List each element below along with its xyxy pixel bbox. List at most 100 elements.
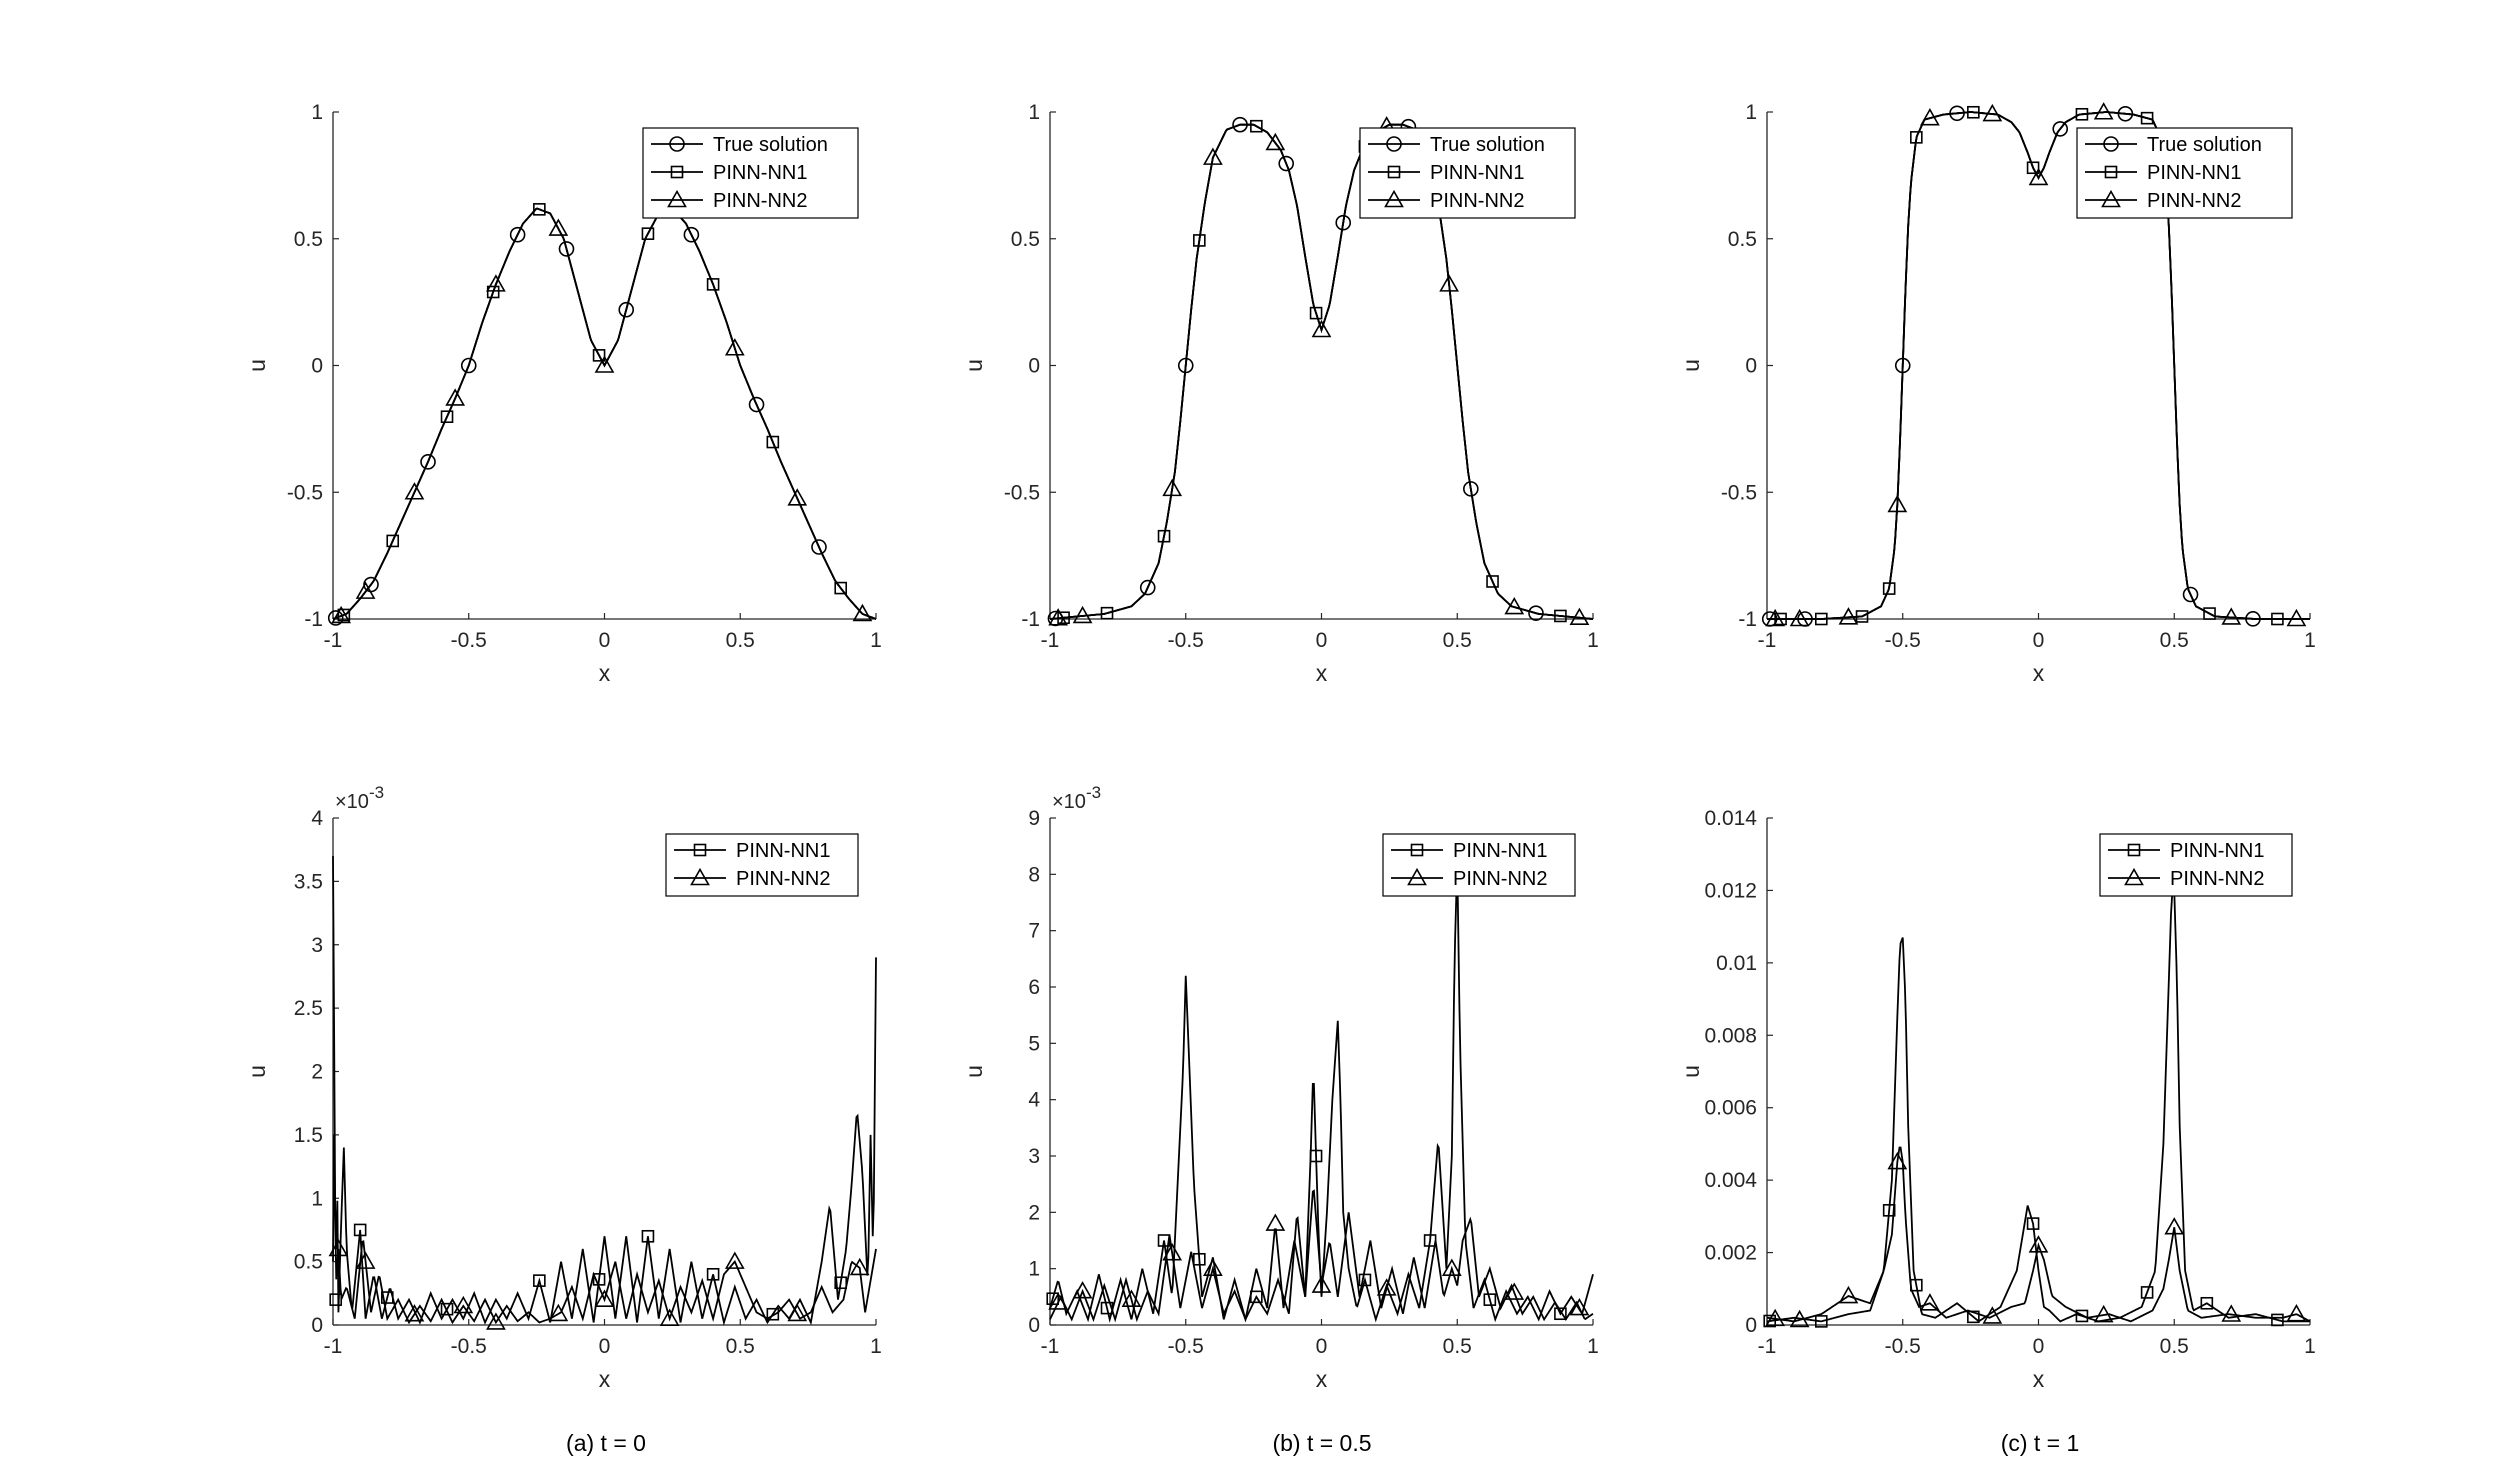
data-point xyxy=(618,301,635,318)
x-tick-label: -0.5 xyxy=(451,1335,487,1358)
legend-label: PINN-NN2 xyxy=(736,868,830,890)
legend-marker xyxy=(2103,136,2119,152)
data-point xyxy=(1309,1149,1323,1163)
data-point xyxy=(2028,1235,2049,1253)
data-point xyxy=(533,1274,546,1287)
legend-marker xyxy=(1387,165,1401,179)
x-tick-label: 0 xyxy=(1316,1335,1328,1358)
data-point xyxy=(1504,596,1525,615)
x-axis-label: x xyxy=(2033,1366,2045,1392)
data-point xyxy=(404,482,425,500)
axis-exponent: ×10-3 xyxy=(335,783,384,813)
panel-b-top: -1 -0.5 0 0.5 1 -1 -0.5 0 0.5 1 x u True solution PIN… xyxy=(961,101,1599,686)
y-tick-label: 0.002 xyxy=(1704,1242,1757,1265)
data-point xyxy=(1967,1310,1980,1324)
y-tick-label: 0 xyxy=(1745,355,1757,378)
series-line xyxy=(1766,1146,2311,1323)
series-line xyxy=(332,207,877,620)
series-line xyxy=(332,1134,877,1325)
y-tick-label: 6 xyxy=(1028,976,1040,999)
series-pinn-nn1 xyxy=(1763,890,2310,1328)
y-tick-label: 0.014 xyxy=(1704,807,1757,830)
x-tick-label: 0.5 xyxy=(726,1335,755,1358)
data-point xyxy=(2164,1217,2185,1235)
data-point xyxy=(1358,1273,1372,1287)
series-line xyxy=(1049,123,1594,620)
x-tick-label: 0 xyxy=(2033,629,2045,652)
series-line xyxy=(332,207,877,620)
y-tick-label: 0 xyxy=(1028,355,1040,378)
exponent-power: -3 xyxy=(1086,783,1101,802)
y-tick-label: 0.5 xyxy=(294,1251,323,1274)
series-true-solution xyxy=(327,207,877,626)
x-tick-label: 0.5 xyxy=(726,629,755,652)
y-tick-label: 1 xyxy=(1745,101,1757,124)
legend-marker xyxy=(2104,165,2118,179)
panel-a-bottom: -1 -0.5 0 0.5 1 0 0.5 1 1.5 2 2.5 3 3.5 4 x u ×10-3 PINN-… xyxy=(244,783,882,1392)
x-axis-label: x xyxy=(1316,660,1328,686)
y-tick-label: 1 xyxy=(311,1187,323,1210)
data-point xyxy=(1072,1281,1093,1299)
y-tick-label: 0 xyxy=(1745,1314,1757,1337)
data-point xyxy=(1765,1308,1786,1327)
y-tick-label: -0.5 xyxy=(1004,481,1040,504)
y-axis-label: u xyxy=(1678,1065,1704,1078)
legend-marker xyxy=(1386,136,1402,152)
y-tick-label: 0.5 xyxy=(294,228,323,251)
data-point xyxy=(724,338,745,356)
data-point xyxy=(1048,608,1069,626)
data-point xyxy=(1982,103,2003,122)
series-pinn-nn2 xyxy=(1765,102,2310,627)
data-point xyxy=(2286,608,2307,627)
data-point xyxy=(834,581,848,595)
legend-label: PINN-NN1 xyxy=(2147,162,2241,184)
data-point xyxy=(2026,161,2040,175)
data-point xyxy=(1569,1297,1590,1316)
y-tick-label: -1 xyxy=(304,608,323,631)
series-pinn-nn2 xyxy=(1765,1146,2311,1328)
data-point xyxy=(1311,319,1332,338)
data-point xyxy=(1265,132,1286,151)
x-tick-label: 0 xyxy=(1316,629,1328,652)
data-point xyxy=(2028,167,2049,186)
data-point xyxy=(1789,1309,1810,1328)
data-point xyxy=(766,435,780,449)
panel-c-bottom: -1 -0.5 0 0.5 1 0 0.002 0.004 0.006 0.008 0.01 0.01… xyxy=(1678,807,2316,1392)
legend-label: True solution xyxy=(2147,134,2262,156)
x-tick-label: -1 xyxy=(1758,629,1777,652)
y-tick-label: 0.008 xyxy=(1704,1024,1757,1047)
data-point xyxy=(548,1303,569,1322)
y-tick-label: 7 xyxy=(1028,920,1040,943)
data-point xyxy=(486,285,500,299)
data-point xyxy=(445,388,466,406)
data-point xyxy=(1250,119,1263,133)
legend-marker xyxy=(690,867,710,886)
x-tick-label: 0.5 xyxy=(1443,1335,1472,1358)
y-tick-label: 0.004 xyxy=(1704,1169,1757,1192)
data-point xyxy=(558,241,575,257)
data-point xyxy=(1100,606,1114,620)
y-tick-label: 3 xyxy=(1028,1145,1040,1168)
data-point xyxy=(787,488,808,506)
legend-box xyxy=(642,127,859,219)
legend-marker xyxy=(2124,867,2144,886)
series-pinn-nn2 xyxy=(328,1134,877,1330)
data-point xyxy=(787,1303,808,1322)
data-point xyxy=(2093,1304,2114,1323)
data-point xyxy=(1139,579,1156,596)
y-tick-label: 3.5 xyxy=(294,870,323,893)
legend-label: PINN-NN2 xyxy=(1453,868,1547,890)
data-point xyxy=(327,610,344,626)
x-tick-label: 0 xyxy=(599,629,611,652)
series-line xyxy=(332,856,877,1326)
legend-label: PINN-NN1 xyxy=(1453,840,1547,862)
series-pinn-nn1 xyxy=(332,203,877,622)
data-point xyxy=(2140,111,2154,125)
data-point xyxy=(594,355,615,373)
x-tick-label: -1 xyxy=(1041,1335,1060,1358)
y-tick-label: 0.5 xyxy=(1011,228,1040,251)
data-point xyxy=(748,396,765,413)
y-tick-label: 0.01 xyxy=(1716,952,1757,975)
y-tick-label: 0 xyxy=(311,355,323,378)
x-tick-label: -0.5 xyxy=(451,629,487,652)
